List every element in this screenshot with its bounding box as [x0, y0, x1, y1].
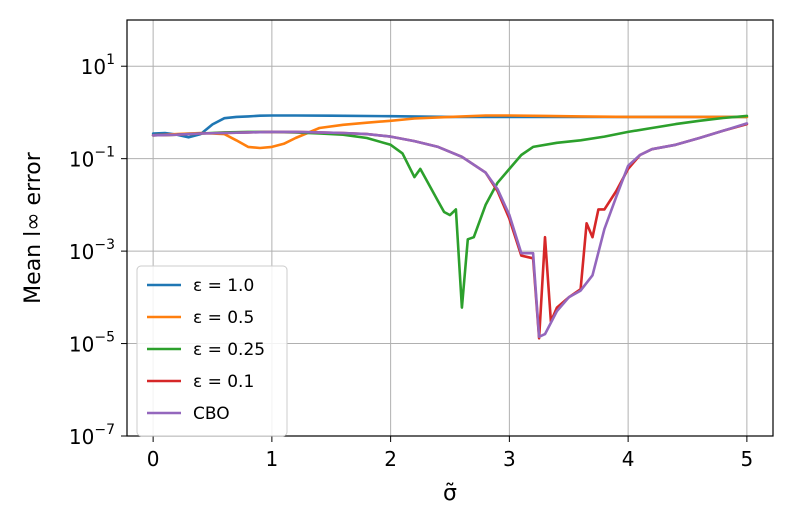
legend-entry: CBO	[193, 404, 230, 424]
legend-entry: ε = 0.1	[193, 372, 254, 392]
x-axis-label: σ̃	[443, 481, 457, 506]
y-tick-label: 10−1	[69, 145, 115, 172]
x-tick-label: 5	[741, 447, 754, 471]
legend-entry: ε = 0.25	[193, 340, 265, 360]
series-line	[151, 122, 749, 339]
x-tick-label: 3	[503, 447, 516, 471]
ticks: 0 1 2 3 4 5 10−7 10−5 10−3 10−1 101	[69, 52, 753, 471]
legend: ε = 1.0 ε = 0.5 ε = 0.25 ε = 0.1 CBO	[136, 265, 288, 437]
y-tick-label: 10−7	[69, 422, 115, 449]
x-tick-label: 0	[147, 447, 160, 471]
series-layer	[151, 114, 749, 340]
legend-entry: ε = 1.0	[193, 276, 254, 296]
plot-frame	[126, 19, 774, 437]
y-tick-label: 101	[81, 52, 115, 79]
legend-entry: ε = 0.5	[193, 308, 254, 328]
x-tick-label: 1	[266, 447, 279, 471]
y-axis-label: Mean l∞ error	[21, 151, 46, 304]
x-tick-label: 2	[384, 447, 397, 471]
y-tick-label: 10−5	[69, 330, 115, 357]
y-tick-label: 10−3	[69, 237, 115, 264]
legend-box	[136, 265, 288, 437]
series-line	[151, 114, 749, 150]
x-tick-label: 4	[622, 447, 635, 471]
